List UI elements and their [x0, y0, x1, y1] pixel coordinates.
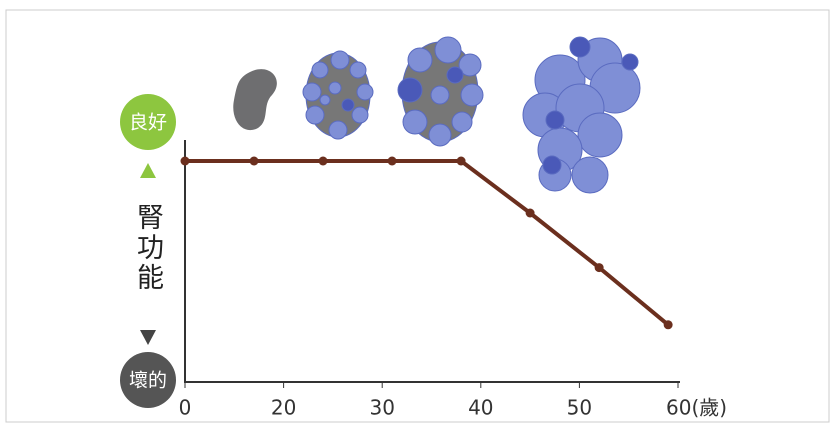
page: 良好 壞的 0 20 30 40 50 60(歲) 腎功能: [0, 0, 837, 432]
data-point: [319, 157, 328, 166]
data-point: [457, 157, 466, 166]
y-axis-label: 腎功能: [128, 203, 167, 293]
data-point: [181, 157, 190, 166]
data-point: [595, 263, 604, 272]
x-tick-label: 20: [271, 396, 296, 420]
data-point: [526, 209, 535, 218]
x-tick-label: 60(歲): [666, 396, 727, 420]
x-tick-label: 30: [369, 396, 394, 420]
up-arrow: [140, 163, 156, 178]
x-tick-label: 40: [468, 396, 493, 420]
y-bottom-label: 壞的: [129, 370, 167, 392]
y-top-label: 良好: [129, 112, 167, 134]
x-tick-label: 50: [567, 396, 592, 420]
data-point: [388, 157, 397, 166]
down-arrow: [140, 330, 156, 345]
data-point: [664, 320, 673, 329]
kidney-illustrations: [233, 37, 640, 193]
chart: 良好 壞的 0 20 30 40 50 60(歲): [0, 0, 837, 432]
x-tick-label: 0: [179, 396, 192, 420]
data-point: [250, 157, 259, 166]
